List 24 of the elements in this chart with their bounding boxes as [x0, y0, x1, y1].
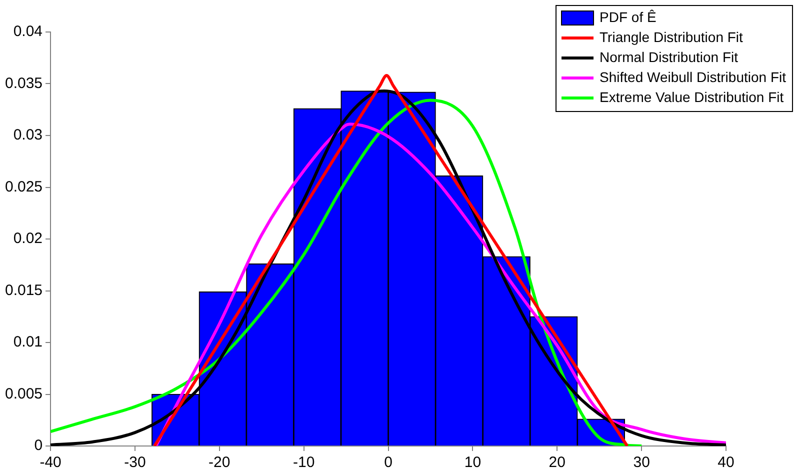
x-tick-label: 40	[718, 454, 734, 472]
legend-label: PDF of Ê	[600, 8, 656, 25]
y-tick-label: 0.015	[4, 282, 43, 299]
y-tick-label: 0.04	[13, 23, 43, 40]
x-tick-label: 10	[464, 454, 482, 472]
x-tick-label: -10	[292, 454, 315, 472]
y-tick-label: 0.01	[13, 334, 43, 351]
y-tick-label: 0.035	[4, 74, 43, 92]
x-tick-label: -20	[208, 454, 230, 472]
legend-label: Normal Distribution Fit	[600, 48, 738, 65]
legend-label: Shifted Weibull Distribution Fit	[600, 68, 786, 85]
y-tick-label: 0	[34, 437, 43, 454]
y-tick-label: 0.005	[4, 385, 43, 402]
x-tick-label: 0	[384, 454, 392, 472]
y-tick-label: 0.02	[13, 230, 43, 248]
legend-label: Triangle Distribution Fit	[600, 28, 744, 45]
line-series	[154, 122, 726, 446]
y-tick-label: 0.03	[13, 126, 43, 144]
y-tick-label: 0.025	[4, 178, 43, 196]
x-tick-label: 30	[633, 454, 650, 472]
x-tick-label: -30	[124, 454, 146, 472]
x-tick-label: -40	[40, 454, 62, 472]
x-tick-label: 20	[548, 454, 566, 472]
legend-label: Extreme Value Distribution Fit	[600, 88, 784, 105]
